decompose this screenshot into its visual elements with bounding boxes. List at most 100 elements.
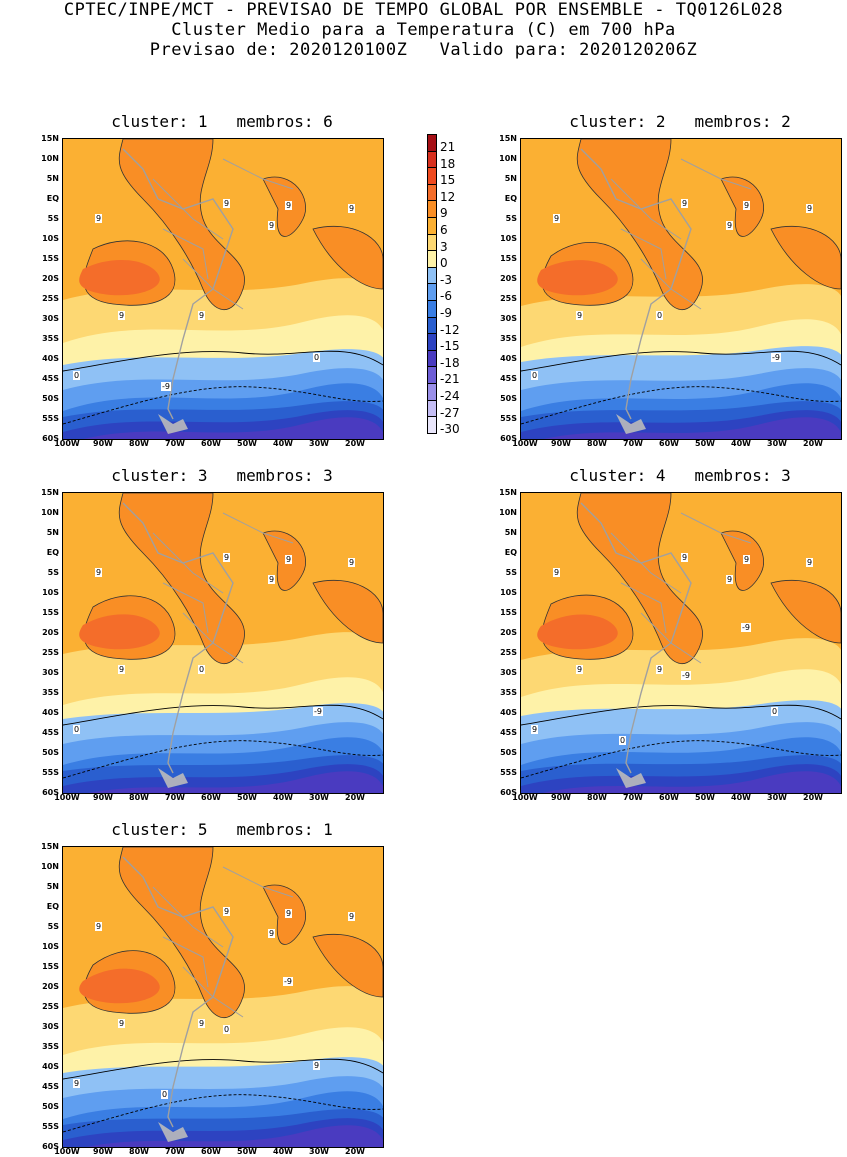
colorbar-label: -21 <box>440 372 460 387</box>
colorbar-swatch <box>427 266 437 285</box>
lon-tick: 90W <box>93 439 113 448</box>
colorbar-swatch <box>427 383 437 401</box>
lat-tick: 5S <box>47 568 59 577</box>
lon-tick: 70W <box>165 439 185 448</box>
colorbar-swatch <box>427 300 437 318</box>
contour-label: 0 <box>223 1025 231 1034</box>
contour-label: -9 <box>681 671 691 680</box>
lon-tick: 20W <box>345 439 365 448</box>
lat-tick: 5S <box>505 214 517 223</box>
lat-tick: 10S <box>42 234 59 243</box>
colorbar-label: 15 <box>440 173 456 188</box>
lat-tick: 55S <box>42 414 59 423</box>
colorbar-label: -27 <box>440 405 460 420</box>
lat-tick: 55S <box>42 768 59 777</box>
colorbar-label: 12 <box>440 189 456 204</box>
lat-tick: 15N <box>41 842 59 851</box>
colorbar-swatch <box>427 349 437 368</box>
contour-label: 9 <box>806 204 814 213</box>
lat-tick: 5S <box>47 922 59 931</box>
colorbar-swatch <box>427 134 437 152</box>
lat-tick: 20S <box>500 628 517 637</box>
contour-label: 0 <box>73 725 81 734</box>
panel-title: cluster: 2 membros: 2 <box>569 112 791 131</box>
contour-label: 9 <box>118 1019 126 1028</box>
contour-label: 9 <box>726 575 734 584</box>
lat-tick: EQ <box>504 194 517 203</box>
lat-tick: 5N <box>504 174 517 183</box>
lon-tick: 50W <box>695 793 715 802</box>
lon-tick: 90W <box>551 793 571 802</box>
contour-label: 9 <box>223 199 231 208</box>
contour-label: 9 <box>576 665 584 674</box>
lat-tick: 15S <box>500 254 517 263</box>
lon-tick: 20W <box>345 1147 365 1156</box>
colorbar-swatch <box>427 150 437 169</box>
contour-label: 9 <box>118 665 126 674</box>
lon-tick: 100W <box>54 793 80 802</box>
lat-tick: 25S <box>42 294 59 303</box>
lon-tick: 50W <box>237 439 257 448</box>
lat-tick: 20S <box>500 274 517 283</box>
lon-tick: 40W <box>731 439 751 448</box>
lat-tick: 10S <box>500 234 517 243</box>
contour-label: 9 <box>743 555 751 564</box>
lon-tick: 40W <box>273 793 293 802</box>
contour-label: 9 <box>285 909 293 918</box>
lon-tick: 30W <box>309 793 329 802</box>
lon-tick: 50W <box>237 793 257 802</box>
lon-tick: 50W <box>695 439 715 448</box>
lat-tick: 10S <box>42 588 59 597</box>
lon-tick: 80W <box>129 439 149 448</box>
lon-tick: 60W <box>659 793 679 802</box>
lon-tick: 100W <box>54 439 80 448</box>
lat-tick: 15S <box>42 254 59 263</box>
lat-tick: 5N <box>504 528 517 537</box>
contour-label: 9 <box>223 907 231 916</box>
colorbar-swatch <box>427 250 437 268</box>
contour-label: 0 <box>313 353 321 362</box>
lat-tick: 10N <box>499 508 517 517</box>
lat-tick: 55S <box>500 768 517 777</box>
contour-label: -9 <box>313 707 323 716</box>
map-panel-2: 9 9 9 9 9 9 0 0 -9 <box>520 138 842 440</box>
contour-label: 9 <box>268 575 276 584</box>
contour-label: 0 <box>73 371 81 380</box>
contour-label: 9 <box>268 221 276 230</box>
lat-tick: 40S <box>500 708 517 717</box>
lat-tick: 30S <box>500 314 517 323</box>
contour-label: -9 <box>283 977 293 986</box>
lon-tick: 80W <box>129 793 149 802</box>
lon-tick: 90W <box>551 439 571 448</box>
lat-tick: 10S <box>500 588 517 597</box>
colorbar-swatch <box>427 416 437 434</box>
lat-tick: EQ <box>46 902 59 911</box>
contour-label: 9 <box>806 558 814 567</box>
lon-tick: 100W <box>512 439 538 448</box>
colorbar-label: 6 <box>440 223 448 237</box>
lat-tick: 15N <box>499 488 517 497</box>
contour-label: 9 <box>743 201 751 210</box>
lat-tick: 20S <box>42 982 59 991</box>
colorbar-label: 9 <box>440 206 448 221</box>
panel-title: cluster: 1 membros: 6 <box>111 112 333 131</box>
lon-tick: 30W <box>309 1147 329 1156</box>
lat-tick: EQ <box>504 548 517 557</box>
lon-tick: 30W <box>767 439 787 448</box>
colorbar-swatch <box>427 183 437 202</box>
contour-label: 9 <box>681 553 689 562</box>
lat-tick: 5S <box>47 214 59 223</box>
lat-tick: 5N <box>46 882 59 891</box>
colorbar-label: 3 <box>440 239 448 254</box>
colorbar-swatch <box>427 167 437 185</box>
panel-title: cluster: 3 membros: 3 <box>111 466 333 485</box>
colorbar-swatch <box>427 217 437 235</box>
lat-tick: 30S <box>42 314 59 323</box>
lon-tick: 90W <box>93 793 113 802</box>
lat-tick: 40S <box>42 708 59 717</box>
lat-tick: 50S <box>42 748 59 757</box>
colorbar-swatch <box>427 399 437 418</box>
lon-tick: 100W <box>54 1147 80 1156</box>
lon-tick: 60W <box>201 439 221 448</box>
lat-tick: 60S <box>42 1142 59 1151</box>
